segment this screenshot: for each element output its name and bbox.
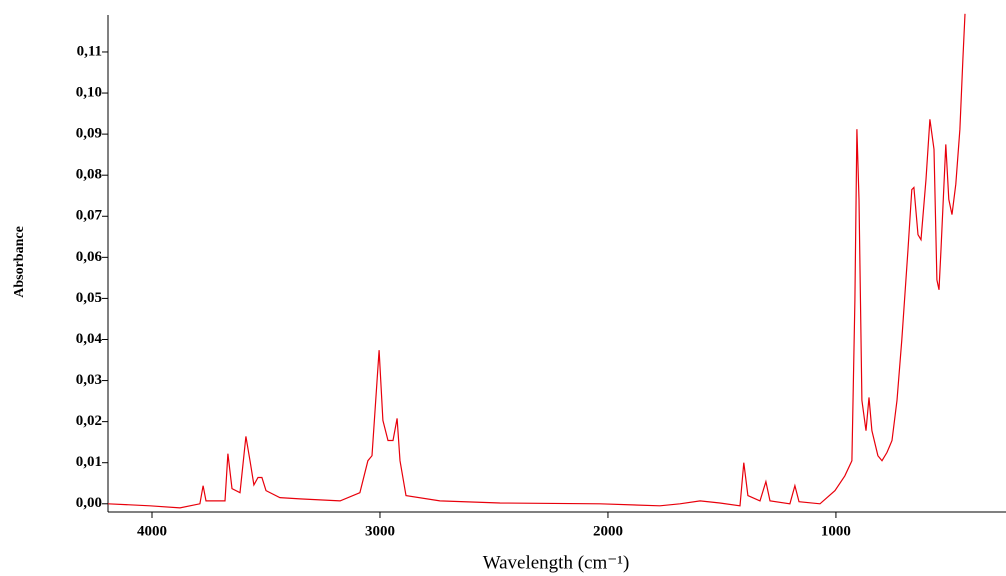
y-tick-label: 0,06: [76, 249, 103, 265]
x-axis-label: Wavelength (cm⁻¹): [483, 552, 630, 573]
y-tick-label: 0,10: [76, 84, 102, 100]
x-tick-label: 1000: [821, 523, 851, 539]
spectrum-line: [107, 13, 966, 509]
y-tick-label: 0,04: [76, 331, 103, 347]
y-tick-label: 0,03: [76, 372, 102, 388]
y-tick-label: 0,09: [76, 126, 102, 142]
y-tick-label: 0,02: [76, 413, 102, 429]
x-tick-label: 4000: [137, 523, 167, 539]
x-tick-label: 3000: [365, 523, 395, 539]
x-tick-label: 2000: [593, 523, 623, 539]
y-tick-label: 0,11: [77, 43, 102, 59]
y-tick-label: 0,07: [76, 208, 103, 224]
y-tick-label: 0,05: [76, 290, 102, 306]
y-tick-label: 0,00: [76, 495, 102, 511]
y-tick-label: 0,01: [76, 454, 102, 470]
y-tick-label: 0,08: [76, 167, 102, 183]
y-axis-label: Absorbance: [12, 226, 27, 298]
